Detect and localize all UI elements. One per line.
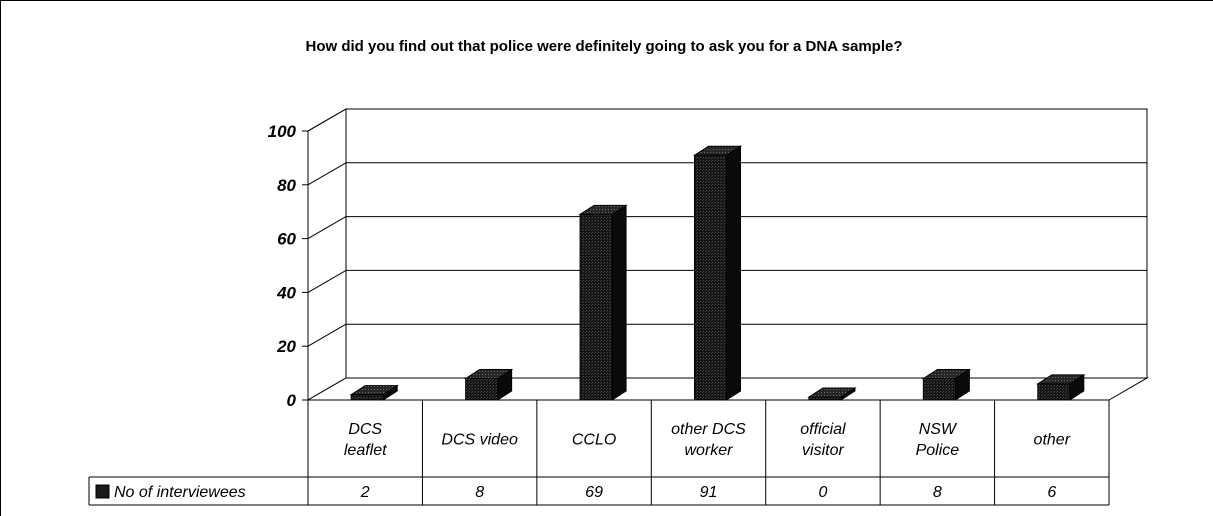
chart-title: How did you find out that police were de… xyxy=(306,38,903,55)
category-label: CCLO xyxy=(572,432,616,449)
value-label: 91 xyxy=(700,484,718,501)
bar-front xyxy=(922,377,956,401)
bar xyxy=(1036,373,1086,401)
bars xyxy=(349,145,1086,401)
bar-side xyxy=(611,204,627,401)
gridlines xyxy=(307,108,1147,347)
bar-front xyxy=(350,394,384,401)
category-label: worker xyxy=(684,442,733,459)
category-label: other xyxy=(1034,432,1071,449)
bar xyxy=(349,384,399,401)
bar-front xyxy=(808,396,842,401)
gridline-diagonal xyxy=(307,323,347,347)
back-wall xyxy=(345,108,1148,379)
category-label: Police xyxy=(916,442,960,459)
value-label: 69 xyxy=(585,484,603,501)
y-tick-label: 20 xyxy=(276,337,296,356)
bar-side xyxy=(726,145,741,401)
category-label: leaflet xyxy=(344,442,387,459)
value-label: 2 xyxy=(360,484,370,501)
category-label: DCS xyxy=(348,421,382,438)
bar xyxy=(692,145,743,401)
data-table: DCS leaflet DCS video CCLO other DCS worker of… xyxy=(88,400,1110,506)
bar xyxy=(578,204,628,401)
gridline-diagonal xyxy=(307,269,347,293)
gridline-diagonal xyxy=(307,162,347,186)
value-label: 0 xyxy=(818,484,827,501)
category-label: other DCS xyxy=(671,421,746,438)
category-label: DCS video xyxy=(441,432,518,449)
bar xyxy=(921,368,972,401)
category-label: NSW xyxy=(919,421,958,438)
y-tick-label: 60 xyxy=(277,230,296,249)
value-label: 8 xyxy=(475,484,484,501)
category-label: visitor xyxy=(802,442,844,459)
y-tick-label: 40 xyxy=(276,283,296,302)
category-label: official xyxy=(800,421,846,438)
bar-front xyxy=(579,213,613,401)
y-tick-label: 100 xyxy=(268,122,297,141)
series-name: No of interviewees xyxy=(114,484,246,501)
bar-front xyxy=(465,377,499,401)
y-tick-label: 0 xyxy=(287,391,297,410)
gridline-diagonal xyxy=(307,108,347,132)
bar-front xyxy=(694,154,727,401)
bar xyxy=(463,368,514,401)
gridline-diagonal xyxy=(307,216,347,240)
legend-key xyxy=(95,484,110,499)
bar xyxy=(807,387,857,401)
side-wall xyxy=(307,108,347,401)
value-label: 8 xyxy=(933,484,942,501)
bar-front xyxy=(1037,383,1071,401)
y-tick-label: 80 xyxy=(277,176,296,195)
y-axis: 0 20 40 60 80 100 xyxy=(268,122,309,410)
value-label: 6 xyxy=(1047,484,1056,501)
